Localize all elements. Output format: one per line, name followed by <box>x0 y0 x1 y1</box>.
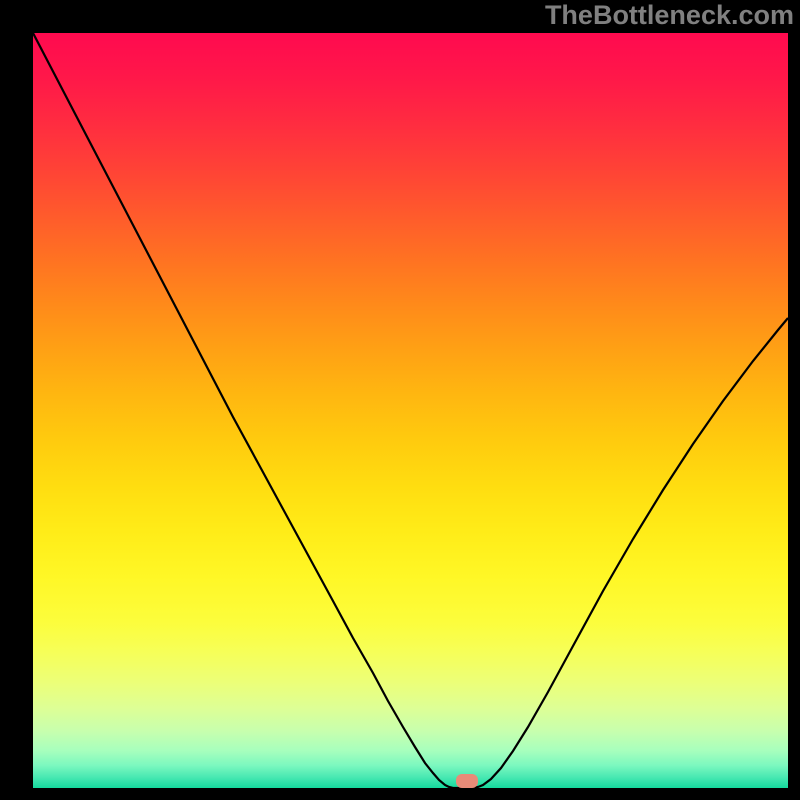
bottleneck-curve <box>33 33 788 788</box>
chart-container: TheBottleneck.com <box>0 0 800 800</box>
plot-area <box>33 33 788 788</box>
watermark-text: TheBottleneck.com <box>545 0 794 31</box>
bottleneck-marker <box>456 774 478 788</box>
